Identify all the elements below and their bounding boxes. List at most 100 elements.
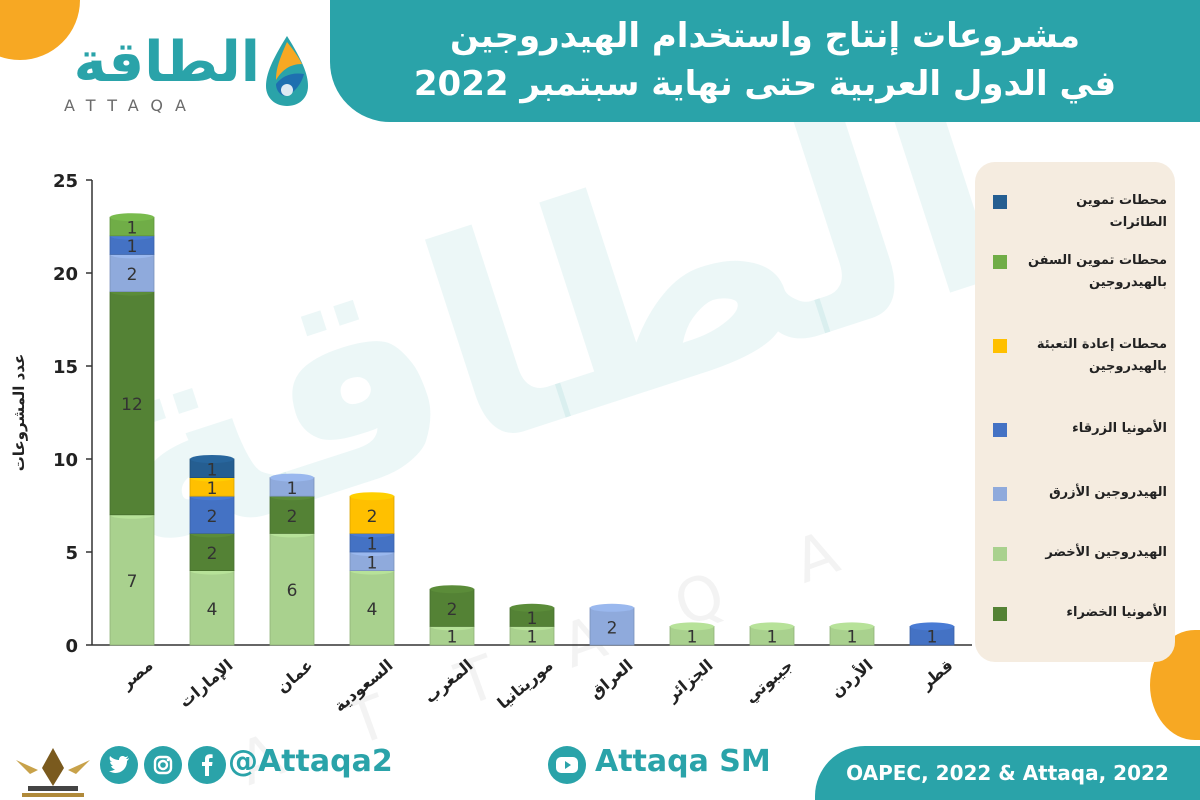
bar-segment	[189, 532, 235, 571]
x-tick-label: المغرب	[420, 656, 476, 707]
bar-segment	[109, 254, 155, 293]
bar-segment-top	[350, 492, 394, 501]
instagram-icon[interactable]	[144, 746, 182, 784]
y-tick-label: 15	[53, 357, 78, 378]
legend-swatch	[993, 255, 1007, 269]
data-label: 1	[207, 460, 218, 480]
legend-label: محطات تموين الطائرات	[1076, 193, 1167, 230]
attaqa-logo: الطاقة ATTAQA	[50, 30, 320, 120]
data-label: 1	[927, 628, 938, 648]
data-label: 12	[121, 395, 143, 415]
data-label: 1	[527, 609, 538, 629]
legend-swatch	[993, 339, 1007, 353]
legend-item: محطات تموين الطائرات	[975, 190, 1175, 250]
data-label: 2	[207, 507, 218, 527]
title-line-2: في الدول العربية حتى نهاية سبتمبر 2022	[413, 64, 1117, 104]
data-label: 2	[127, 265, 138, 285]
legend-swatch	[993, 607, 1007, 621]
bar-segment-top	[270, 473, 314, 482]
bar-segment-top	[430, 585, 474, 594]
legend-swatch	[993, 195, 1007, 209]
legend-item: محطات إعادة التعبئة بالهيدروجين	[975, 334, 1175, 394]
title-line-1: مشروعات إنتاج واستخدام الهيدروجين	[449, 16, 1081, 56]
source-credit: OAPEC, 2022 & Attaqa, 2022	[815, 746, 1200, 800]
x-tick-label: قطر	[916, 656, 957, 694]
y-tick-label: 5	[65, 543, 78, 564]
data-label: 1	[207, 479, 218, 499]
legend-item: الهيدروجين الأزرق	[975, 482, 1175, 542]
data-label: 4	[207, 600, 218, 620]
data-label: 7	[127, 572, 138, 592]
legend-swatch	[993, 423, 1007, 437]
legend-label: الهيدروجين الأخضر	[1045, 545, 1167, 560]
data-label: 1	[687, 628, 698, 648]
bar-segment-top	[670, 622, 714, 631]
y-tick-label: 10	[53, 450, 78, 471]
facebook-icon[interactable]	[188, 746, 226, 784]
bar-segment	[589, 607, 635, 646]
x-tick-label: السعودية	[330, 656, 396, 716]
data-label: 2	[367, 507, 378, 527]
data-label: 4	[367, 600, 378, 620]
x-tick-label: مصر	[116, 656, 156, 694]
legend-swatch	[993, 487, 1007, 501]
bar-segment-top	[750, 622, 794, 631]
data-label: 2	[607, 618, 618, 638]
legend-swatch	[993, 547, 1007, 561]
bar-segment-top	[510, 603, 554, 612]
y-axis-title: عدد المشروعات	[10, 354, 28, 472]
bar-segment	[109, 514, 155, 646]
page-title: مشروعات إنتاج واستخدام الهيدروجين في الد…	[330, 12, 1200, 108]
x-tick-label: عمان	[273, 656, 317, 697]
bar-segment	[109, 291, 155, 516]
data-label: 6	[287, 581, 298, 601]
legend-item: الهيدروجين الأخضر	[975, 542, 1175, 602]
data-label: 2	[287, 507, 298, 527]
data-label: 1	[127, 219, 138, 239]
youtube-icon[interactable]	[548, 746, 586, 784]
legend-label: محطات تموين السفن بالهيدروجين	[1027, 253, 1167, 290]
drop-icon	[266, 36, 308, 106]
bar-segment-top	[110, 213, 154, 222]
x-tick-label: الجزائر	[662, 656, 717, 706]
legend-item: الأمونيا الخضراء	[975, 602, 1175, 662]
legend-label: الأمونيا الخضراء	[1066, 605, 1167, 620]
bar-segment	[349, 570, 395, 646]
data-label: 1	[367, 553, 378, 573]
legend-label: الأمونيا الزرقاء	[1072, 421, 1167, 436]
y-tick-label: 25	[53, 171, 78, 192]
legend-label: محطات إعادة التعبئة بالهيدروجين	[1036, 337, 1167, 374]
bar-segment-top	[830, 622, 874, 631]
bar-segment	[189, 495, 235, 534]
y-tick-label: 0	[65, 636, 78, 657]
data-label: 1	[527, 628, 538, 648]
logo-text: الطاقة	[73, 30, 260, 95]
data-label: 2	[207, 544, 218, 564]
legend-label: الهيدروجين الأزرق	[1049, 485, 1167, 500]
data-label: 2	[447, 600, 458, 620]
legend-item: الأمونيا الزرقاء	[975, 418, 1175, 478]
footer: @Attaqa2 Attaqa SM OAPEC, 2022 & Attaqa,…	[0, 740, 1200, 800]
data-label: 1	[847, 628, 858, 648]
bar-segment	[269, 495, 315, 534]
x-tick-label: العراق	[586, 656, 637, 703]
data-label: 1	[447, 628, 458, 648]
x-tick-label: الإمارات	[175, 656, 236, 712]
bar-segment	[189, 570, 235, 646]
bar-segment-top	[590, 603, 634, 612]
data-label: 1	[287, 479, 298, 499]
x-tick-label: الأردن	[827, 656, 876, 702]
data-label: 1	[767, 628, 778, 648]
y-tick-label: 20	[53, 264, 78, 285]
legend-panel: محطات تموين الطائرات محطات تموين السفن با…	[975, 162, 1175, 662]
header-banner: مشروعات إنتاج واستخدام الهيدروجين في الد…	[330, 0, 1200, 122]
arab-defense-forum-logo	[16, 748, 90, 797]
data-label: 1	[127, 237, 138, 257]
social-handle[interactable]: @Attaqa2	[228, 744, 393, 779]
twitter-icon[interactable]	[100, 746, 138, 784]
youtube-handle[interactable]: Attaqa SM	[595, 744, 771, 779]
legend-item: محطات تموين السفن بالهيدروجين	[975, 250, 1175, 310]
bar-segment-top	[190, 455, 234, 463]
logo-subtitle: ATTAQA	[64, 96, 198, 115]
